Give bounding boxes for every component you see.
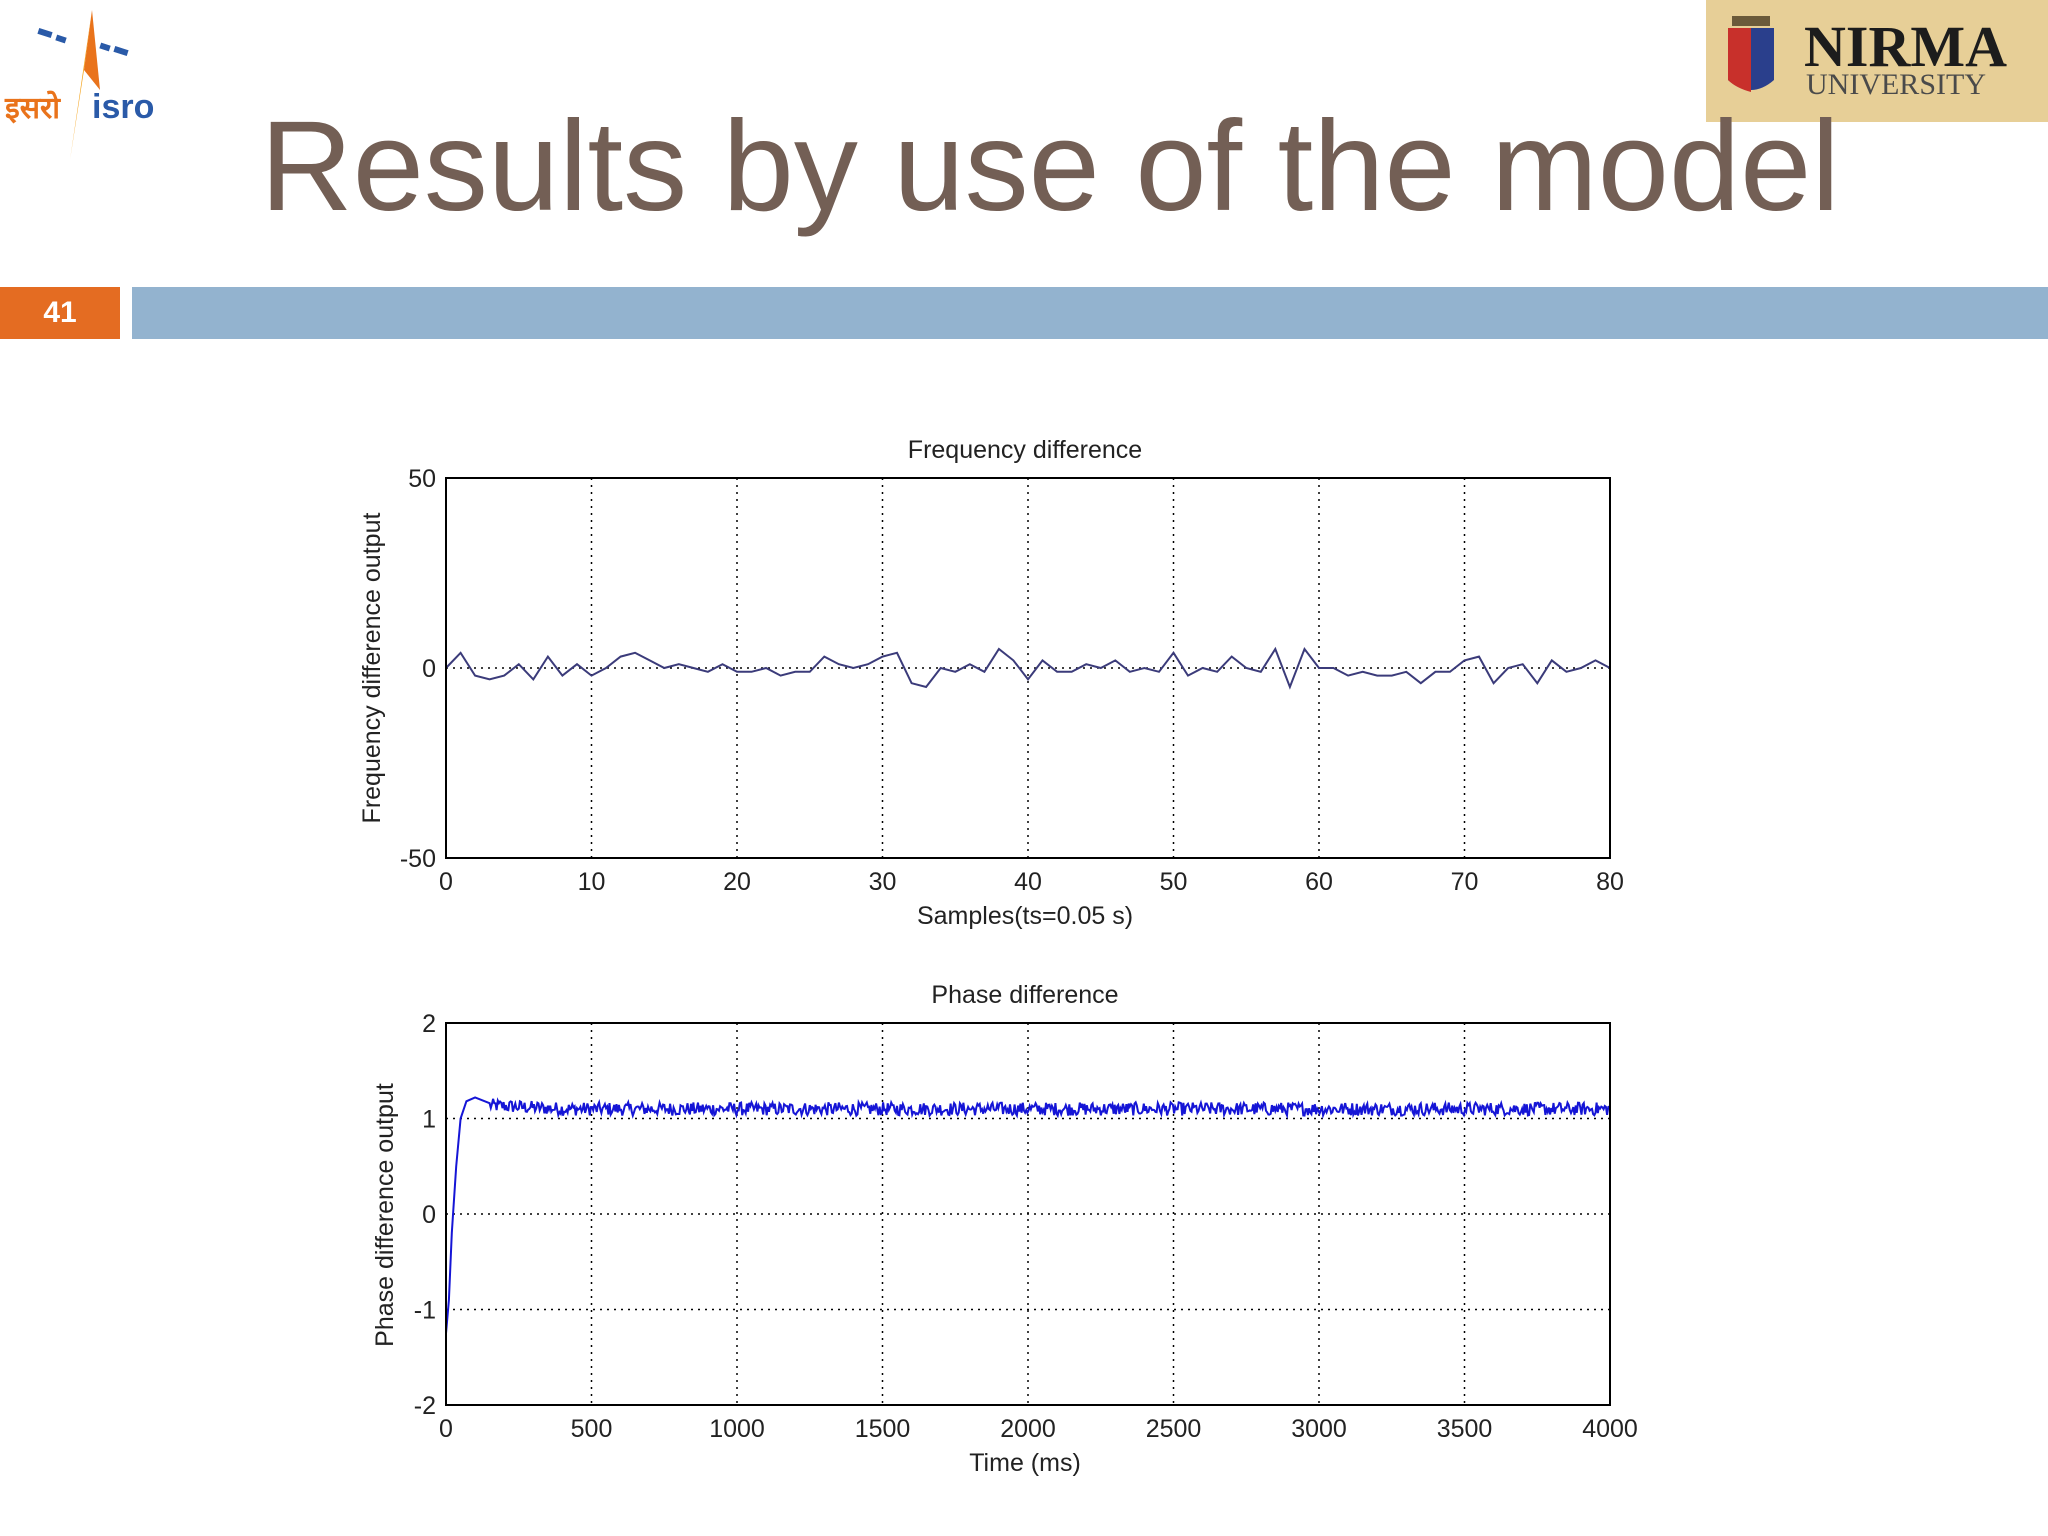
p1-xtick-6: 60 bbox=[1305, 868, 1333, 896]
nirma-sub: UNIVERSITY bbox=[1806, 68, 1986, 101]
isro-latin-text: isro bbox=[92, 88, 154, 126]
plot1-xlabel: Samples(ts=0.05 s) bbox=[917, 902, 1133, 930]
p2-xtick-4: 2000 bbox=[1000, 1415, 1056, 1443]
plot1-frame bbox=[445, 477, 1611, 859]
p2-ytick-2: 0 bbox=[422, 1201, 436, 1229]
p2-ytick-1: 1 bbox=[422, 1106, 436, 1134]
p2-xtick-3: 1500 bbox=[855, 1415, 911, 1443]
isro-logo: इसरो isro bbox=[4, 10, 154, 160]
p2-ytick-0: 2 bbox=[422, 1010, 436, 1038]
p2-ytick-4: -2 bbox=[414, 1392, 436, 1420]
plot2-title: Phase difference bbox=[931, 981, 1118, 1009]
slide-number: 41 bbox=[0, 287, 120, 339]
plot1-series-line bbox=[445, 646, 1611, 690]
p2-xtick-7: 3500 bbox=[1437, 1415, 1493, 1443]
isro-hindi-text: इसरो bbox=[4, 90, 61, 126]
p1-ytick-1: 0 bbox=[422, 655, 436, 683]
p2-xtick-2: 1000 bbox=[709, 1415, 765, 1443]
p2-xtick-1: 500 bbox=[571, 1415, 613, 1443]
plot1-title: Frequency difference bbox=[908, 436, 1142, 464]
p1-ytick-0: 50 bbox=[408, 465, 436, 493]
p1-xtick-3: 30 bbox=[869, 868, 897, 896]
p2-xtick-0: 0 bbox=[439, 1415, 453, 1443]
p1-xtick-8: 80 bbox=[1596, 868, 1624, 896]
title-divider-bar bbox=[132, 287, 2048, 339]
plot2-xlabel: Time (ms) bbox=[969, 1449, 1081, 1477]
p2-ytick-3: -1 bbox=[414, 1297, 436, 1325]
p2-xtick-5: 2500 bbox=[1146, 1415, 1202, 1443]
p1-xtick-4: 40 bbox=[1014, 868, 1042, 896]
nirma-name: NIRMA bbox=[1804, 14, 2007, 79]
plot2-frame bbox=[445, 1022, 1611, 1406]
p1-xtick-5: 50 bbox=[1160, 868, 1188, 896]
plot1-ylabel: Frequency difference output bbox=[358, 513, 386, 824]
slide-title: Results by use of the model bbox=[260, 95, 1840, 238]
p1-xtick-1: 10 bbox=[578, 868, 606, 896]
p2-xtick-8: 4000 bbox=[1582, 1415, 1638, 1443]
p1-xtick-7: 70 bbox=[1451, 868, 1479, 896]
p1-ytick-2: -50 bbox=[400, 845, 436, 873]
plot2-series-line bbox=[445, 1096, 1610, 1334]
p1-xtick-0: 0 bbox=[439, 868, 453, 896]
nirma-logo: NIRMA UNIVERSITY bbox=[1706, 0, 2048, 122]
p2-xtick-6: 3000 bbox=[1291, 1415, 1347, 1443]
p1-xtick-2: 20 bbox=[723, 868, 751, 896]
plot2-ylabel: Phase difference output bbox=[371, 1083, 399, 1347]
